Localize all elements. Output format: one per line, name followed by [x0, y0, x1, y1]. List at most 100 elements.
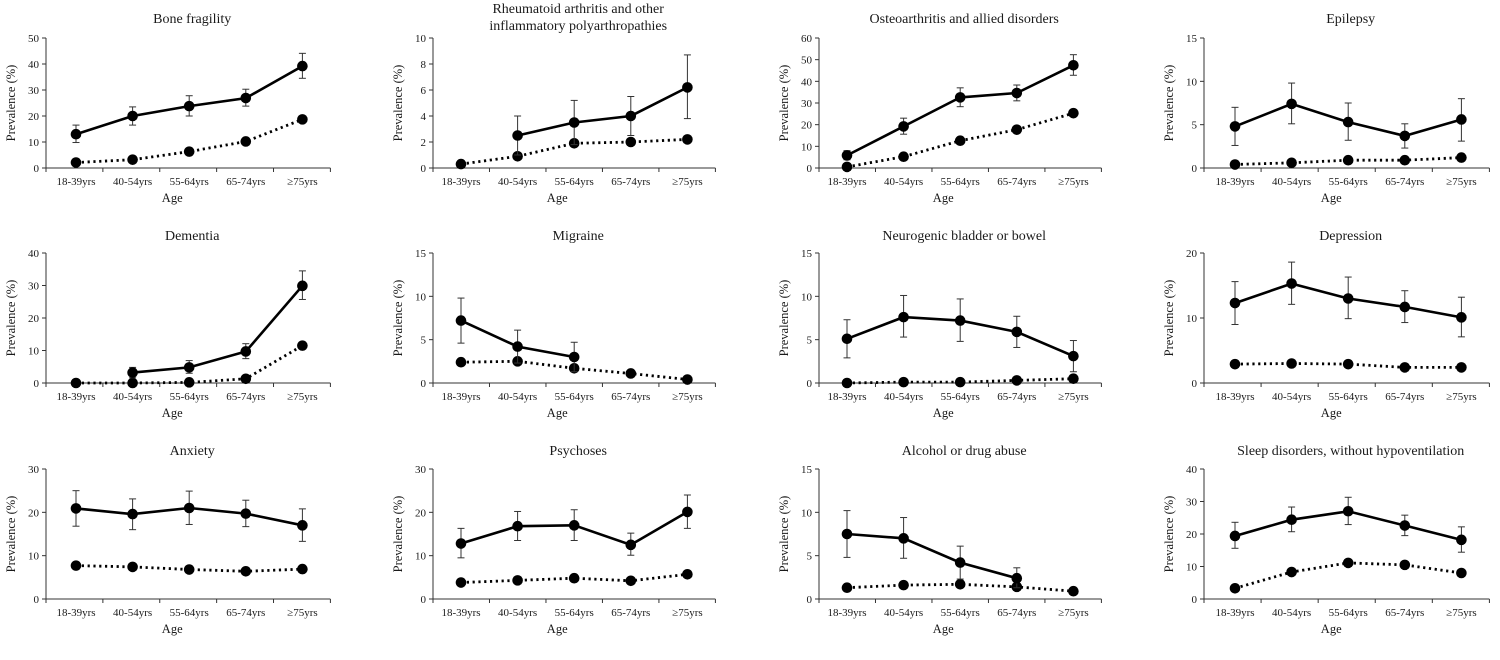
data-point-solid	[512, 520, 523, 532]
y-tick-label: 5	[1192, 120, 1198, 132]
y-tick-label: 15	[801, 464, 813, 476]
data-point-solid	[1342, 505, 1354, 517]
x-tick-label: 18-39yrs	[1215, 176, 1254, 188]
y-tick-label: 5	[807, 335, 813, 347]
data-point-dotted	[297, 114, 308, 125]
x-tick-label: ≥75yrs	[672, 607, 702, 619]
data-point-solid	[1286, 514, 1297, 525]
data-point-solid	[1068, 60, 1079, 71]
data-point-solid	[1342, 293, 1354, 304]
x-tick-label: 55-64yrs	[555, 607, 594, 619]
x-tick-label: ≥75yrs	[1058, 391, 1088, 403]
x-tick-label: ≥75yrs	[672, 176, 702, 188]
y-tick-label: 0	[421, 594, 427, 606]
x-axis-label: Age	[547, 406, 568, 420]
data-point-dotted	[1229, 358, 1241, 370]
x-tick-label: 40-54yrs	[1272, 176, 1311, 188]
x-axis-label: Age	[162, 191, 183, 205]
data-point-solid	[1456, 534, 1467, 546]
y-tick-label: 30	[801, 98, 813, 110]
data-point-dotted	[1229, 582, 1241, 594]
data-point-dotted	[512, 575, 523, 586]
y-axis-label: Prevalence (%)	[1162, 280, 1176, 357]
panel-depression: Depression 0 10 20 18-39yrs 40-54yrs 55-64yrs 6…	[1162, 229, 1490, 420]
panel-psychoses: Psychoses 0 10 20 30 18-39yrs 40-54yrs 55-64yrs…	[391, 444, 716, 636]
series-dotted	[841, 578, 1079, 597]
data-point-solid	[841, 528, 853, 540]
series-dotted	[1229, 358, 1467, 373]
data-point-solid	[1399, 301, 1411, 313]
panel-alcohol-or-drug-abuse: Alcohol or drug abuse 0 5 10 15 18-39yrs 40-54…	[777, 444, 1102, 636]
x-tick-label: 40-54yrs	[113, 391, 152, 403]
y-axis-label: Prevalence (%)	[777, 280, 791, 357]
data-point-solid	[1286, 98, 1297, 110]
data-point-dotted	[682, 569, 693, 580]
x-tick-label: 65-74yrs	[611, 391, 650, 403]
x-tick-label: 18-39yrs	[56, 607, 95, 619]
data-point-dotted	[1456, 362, 1467, 373]
y-axis-label: Prevalence (%)	[4, 496, 18, 573]
chart-title: Neurogenic bladder or bowel	[882, 229, 1046, 244]
data-point-dotted	[127, 377, 138, 389]
series-solid	[1229, 496, 1467, 553]
panel-osteoarthritis-and-allied-disorders: Osteoarthritis and allied disorders 0 10 20…	[777, 12, 1102, 205]
data-point-solid	[568, 351, 580, 363]
x-tick-label: ≥75yrs	[1058, 176, 1088, 188]
x-tick-label: ≥75yrs	[1446, 176, 1476, 188]
data-point-dotted	[898, 376, 909, 388]
data-point-solid	[1229, 297, 1241, 309]
y-tick-label: 2	[421, 137, 427, 149]
y-tick-label: 0	[1192, 163, 1198, 175]
y-tick-label: 5	[421, 335, 427, 347]
y-tick-label: 0	[421, 378, 427, 390]
data-point-solid	[240, 346, 252, 357]
x-tick-label: 65-74yrs	[1385, 607, 1424, 619]
x-tick-label: 65-74yrs	[226, 391, 265, 403]
x-tick-label: 55-64yrs	[1329, 391, 1368, 403]
data-point-solid	[455, 315, 467, 326]
data-point-solid	[625, 539, 637, 551]
x-tick-label: 55-64yrs	[555, 176, 594, 188]
y-tick-label: 10	[801, 291, 813, 303]
x-tick-label: 55-64yrs	[1329, 607, 1368, 619]
data-point-dotted	[183, 564, 195, 575]
data-point-dotted	[954, 135, 966, 146]
data-point-solid	[297, 280, 308, 292]
y-tick-label: 40	[28, 59, 40, 71]
data-point-dotted	[625, 575, 637, 587]
data-point-dotted	[1456, 567, 1467, 579]
data-point-dotted	[898, 151, 909, 163]
y-tick-label: 0	[34, 378, 40, 390]
data-point-solid	[568, 520, 580, 531]
data-point-dotted	[70, 157, 82, 168]
x-tick-label: ≥75yrs	[287, 176, 317, 188]
y-tick-label: 30	[28, 281, 40, 293]
y-tick-label: 10	[1186, 76, 1198, 88]
series-line-solid	[132, 284, 304, 374]
y-tick-label: 0	[807, 378, 813, 390]
y-tick-label: 20	[415, 507, 427, 519]
x-axis-label: Age	[547, 191, 568, 205]
series-line-solid	[846, 532, 1018, 580]
y-axis-label: Prevalence (%)	[4, 280, 18, 357]
x-tick-label: ≥75yrs	[672, 391, 702, 403]
data-point-solid	[70, 503, 82, 514]
x-tick-label: ≥75yrs	[287, 607, 317, 619]
chart-title: Psychoses	[549, 444, 607, 459]
x-tick-label: 40-54yrs	[884, 176, 923, 188]
y-tick-label: 15	[415, 248, 427, 260]
x-tick-label: 65-74yrs	[611, 176, 650, 188]
data-point-dotted	[898, 579, 909, 591]
data-point-solid	[1011, 326, 1023, 338]
x-tick-label: 18-39yrs	[1215, 607, 1254, 619]
chart-title: Bone fragility	[153, 12, 231, 27]
chart-title: Sleep disorders, without hypoventilation	[1237, 444, 1464, 459]
chart-title: Rheumatoid arthritis and other	[492, 2, 664, 17]
series-solid	[841, 54, 1079, 161]
x-tick-label: 65-74yrs	[1385, 391, 1424, 403]
data-point-dotted	[127, 154, 138, 165]
data-point-dotted	[954, 578, 966, 590]
panel-dementia: Dementia 0 10 20 30 40 18-39yrs 40-54yrs 55-64yr…	[4, 229, 331, 420]
x-tick-label: 40-54yrs	[113, 607, 152, 619]
y-tick-label: 40	[801, 76, 813, 88]
